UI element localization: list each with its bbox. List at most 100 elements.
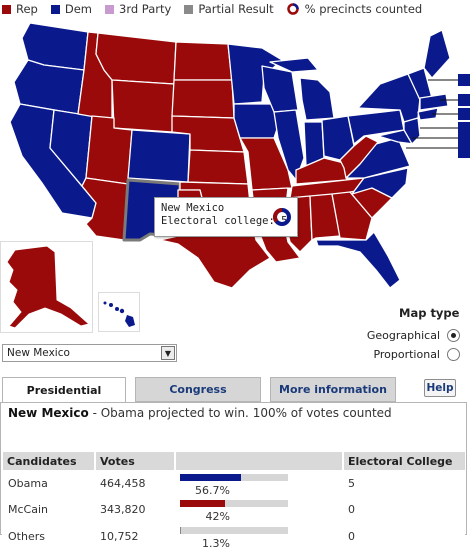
- state-maine[interactable]: [423, 29, 451, 79]
- state-alabama[interactable]: [309, 193, 341, 241]
- state-massachusetts[interactable]: [419, 93, 449, 111]
- tab-label: More information: [279, 383, 387, 396]
- geographical-radio[interactable]: [447, 329, 460, 342]
- legend-label: Rep: [16, 2, 38, 16]
- tab-label: Congress: [169, 383, 227, 396]
- map-type-option-geographical[interactable]: Geographical: [367, 329, 460, 342]
- legend-label: Partial Result: [198, 2, 274, 16]
- results-headline: New Mexico - Obama projected to win. 100…: [8, 406, 392, 420]
- vote-share-cell: 42%: [174, 496, 343, 523]
- vote-share-bar: [180, 473, 288, 481]
- legend-item-rep: Rep: [2, 2, 38, 16]
- vote-share-pct: 56.7%: [195, 483, 230, 497]
- candidate-name: Others: [2, 523, 95, 550]
- state-alaska[interactable]: [1, 242, 94, 334]
- state-maryland[interactable]: [377, 129, 415, 145]
- third-party-swatch-icon: [105, 4, 114, 14]
- state-colorado[interactable]: [127, 129, 191, 183]
- us-map-svg[interactable]: [0, 18, 470, 288]
- state-select[interactable]: New Mexico ▼: [2, 344, 177, 362]
- help-label: Help: [426, 382, 454, 394]
- state-west-virginia[interactable]: [339, 135, 379, 179]
- col-electoral-college: Electoral College: [342, 452, 465, 470]
- table-row: McCain 343,820 42% 0: [2, 496, 465, 523]
- table-row: Obama 464,458 56.7% 5: [2, 470, 465, 497]
- table-row: Others 10,752 1.3% 0: [2, 523, 465, 550]
- candidate-name: Obama: [2, 470, 95, 497]
- headline-state: New Mexico: [8, 406, 89, 420]
- state-wyoming[interactable]: [111, 79, 175, 133]
- legend-label: % precincts counted: [304, 2, 423, 16]
- tooltip-electoral-college: Electoral college: 5: [161, 215, 288, 227]
- small-state-leaders: [406, 79, 458, 149]
- vote-share-cell: 56.7%: [174, 470, 343, 497]
- electoral-votes: 5: [342, 470, 465, 497]
- help-button[interactable]: Help: [424, 379, 456, 397]
- tab-presidential[interactable]: Presidential: [2, 377, 126, 404]
- vote-share-pct: 1.3%: [202, 536, 230, 550]
- legend-item-dem: Dem: [50, 2, 92, 16]
- state-north-dakota[interactable]: [173, 41, 233, 81]
- state-tooltip: New Mexico Electoral college: 5: [154, 197, 298, 237]
- headline-text: - Obama projected to win. 100% of votes …: [88, 406, 392, 420]
- vote-share-fill: [180, 526, 182, 534]
- radio-label: Proportional: [373, 348, 440, 361]
- state-select-value: New Mexico: [7, 347, 70, 359]
- alaska-inset[interactable]: [0, 241, 93, 333]
- map-legend: Rep Dem 3rd Party Partial Result % preci…: [2, 2, 435, 16]
- rep-swatch-icon: [2, 4, 11, 14]
- state-new-york[interactable]: [357, 73, 421, 123]
- small-state-box-nh[interactable]: [458, 74, 470, 86]
- state-pennsylvania[interactable]: [347, 109, 405, 145]
- vote-share-fill: [180, 473, 242, 481]
- tab-more-information[interactable]: More information: [270, 377, 396, 402]
- legend-label: Dem: [64, 2, 92, 16]
- tooltip-state-name: New Mexico: [161, 202, 225, 214]
- state-kansas[interactable]: [187, 149, 249, 185]
- chevron-down-icon[interactable]: ▼: [161, 346, 175, 360]
- state-michigan-upper[interactable]: [269, 57, 319, 73]
- precinct-ring-icon: [286, 3, 299, 15]
- tab-label: Presidential: [26, 384, 102, 397]
- state-florida[interactable]: [315, 231, 401, 288]
- map-type-option-proportional[interactable]: Proportional: [373, 348, 460, 361]
- state-south-dakota[interactable]: [171, 79, 235, 119]
- hawaii-inset[interactable]: [98, 292, 140, 332]
- table-header-row: Candidates Votes Electoral College: [3, 452, 465, 470]
- candidate-name: McCain: [2, 496, 95, 523]
- legend-item-third-party: 3rd Party: [105, 2, 171, 16]
- small-state-box-ct[interactable]: [458, 134, 470, 146]
- map-type-title: Map type: [399, 306, 460, 320]
- proportional-radio[interactable]: [447, 348, 460, 361]
- electoral-votes: 0: [342, 523, 465, 550]
- electoral-votes: 0: [342, 496, 465, 523]
- candidate-votes: 343,820: [94, 496, 175, 523]
- state-georgia[interactable]: [331, 191, 373, 241]
- dem-swatch-icon: [50, 4, 60, 14]
- legend-label: 3rd Party: [119, 2, 172, 16]
- small-state-box-de[interactable]: [458, 146, 470, 158]
- tab-congress[interactable]: Congress: [135, 377, 261, 402]
- vote-share-pct: 42%: [205, 510, 230, 523]
- partial-swatch-icon: [184, 4, 194, 14]
- us-election-map[interactable]: [0, 18, 470, 333]
- small-state-box-ma[interactable]: [458, 108, 470, 120]
- small-state-boxes[interactable]: [458, 74, 470, 158]
- small-state-box-vt[interactable]: [458, 94, 470, 106]
- col-candidates: Candidates: [3, 452, 95, 470]
- precinct-ring-icon: [272, 207, 291, 226]
- candidate-votes: 10,752: [94, 523, 175, 550]
- vote-share-fill: [180, 500, 226, 507]
- vote-share-bar: [180, 500, 288, 507]
- state-connecticut-ri[interactable]: [417, 107, 439, 121]
- radio-label: Geographical: [366, 329, 440, 342]
- legend-item-partial: Partial Result: [184, 2, 274, 16]
- vote-share-bar: [180, 526, 288, 534]
- candidate-votes: 464,458: [94, 470, 175, 497]
- col-share: [174, 452, 343, 470]
- legend-item-precincts: % precincts counted: [286, 2, 423, 16]
- small-state-box-ri[interactable]: [458, 122, 470, 134]
- state-hawaii[interactable]: [99, 293, 141, 333]
- state-michigan[interactable]: [299, 77, 335, 121]
- col-votes: Votes: [94, 452, 175, 470]
